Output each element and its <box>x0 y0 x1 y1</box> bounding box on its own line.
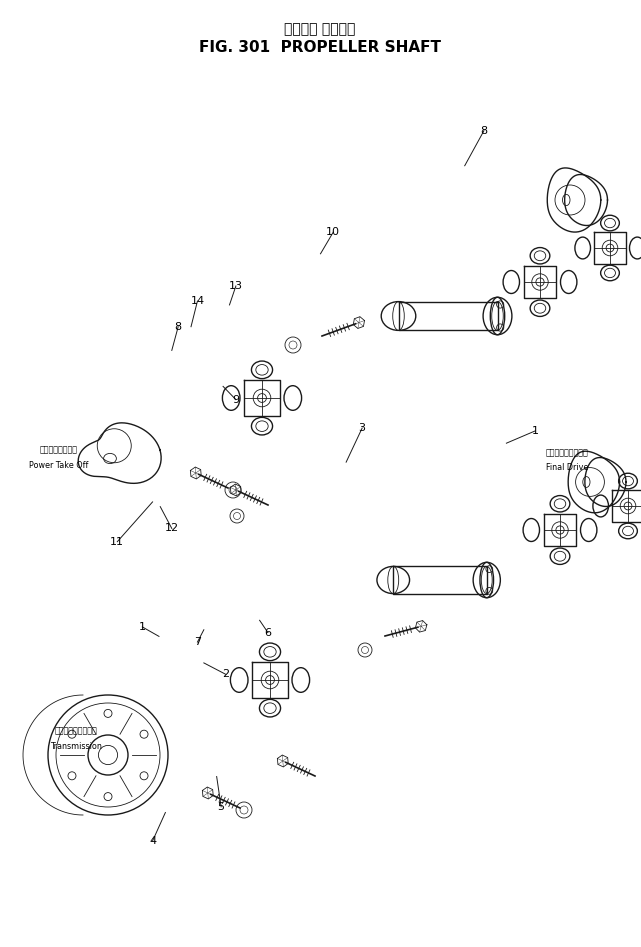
Text: FIG. 301  PROPELLER SHAFT: FIG. 301 PROPELLER SHAFT <box>199 40 441 55</box>
Text: 2: 2 <box>222 670 229 679</box>
Text: Transmission: Transmission <box>50 742 101 751</box>
Text: 1: 1 <box>532 426 538 436</box>
Text: 8: 8 <box>174 322 182 331</box>
Text: 14: 14 <box>190 296 204 306</box>
Text: 10: 10 <box>326 227 340 237</box>
Text: 3: 3 <box>359 423 365 433</box>
Text: 1: 1 <box>139 622 146 632</box>
Text: Power Take Off: Power Take Off <box>29 461 88 471</box>
Text: 12: 12 <box>165 524 179 533</box>
Text: 13: 13 <box>229 281 243 291</box>
Text: 8: 8 <box>480 126 488 135</box>
Text: 6: 6 <box>265 628 271 637</box>
Text: 4: 4 <box>149 836 156 846</box>
Text: Final Drive: Final Drive <box>546 463 588 473</box>
Text: プロペラ シャフト: プロペラ シャフト <box>285 22 356 36</box>
Text: ファイナルドライブ: ファイナルドライブ <box>546 448 588 457</box>
Text: 9: 9 <box>232 395 240 404</box>
Text: 5: 5 <box>218 802 224 812</box>
Text: 7: 7 <box>194 637 201 647</box>
Text: 11: 11 <box>110 537 124 546</box>
Text: パワーテークオフ: パワーテークオフ <box>40 445 78 455</box>
Text: トランスミッション: トランスミッション <box>54 726 97 736</box>
